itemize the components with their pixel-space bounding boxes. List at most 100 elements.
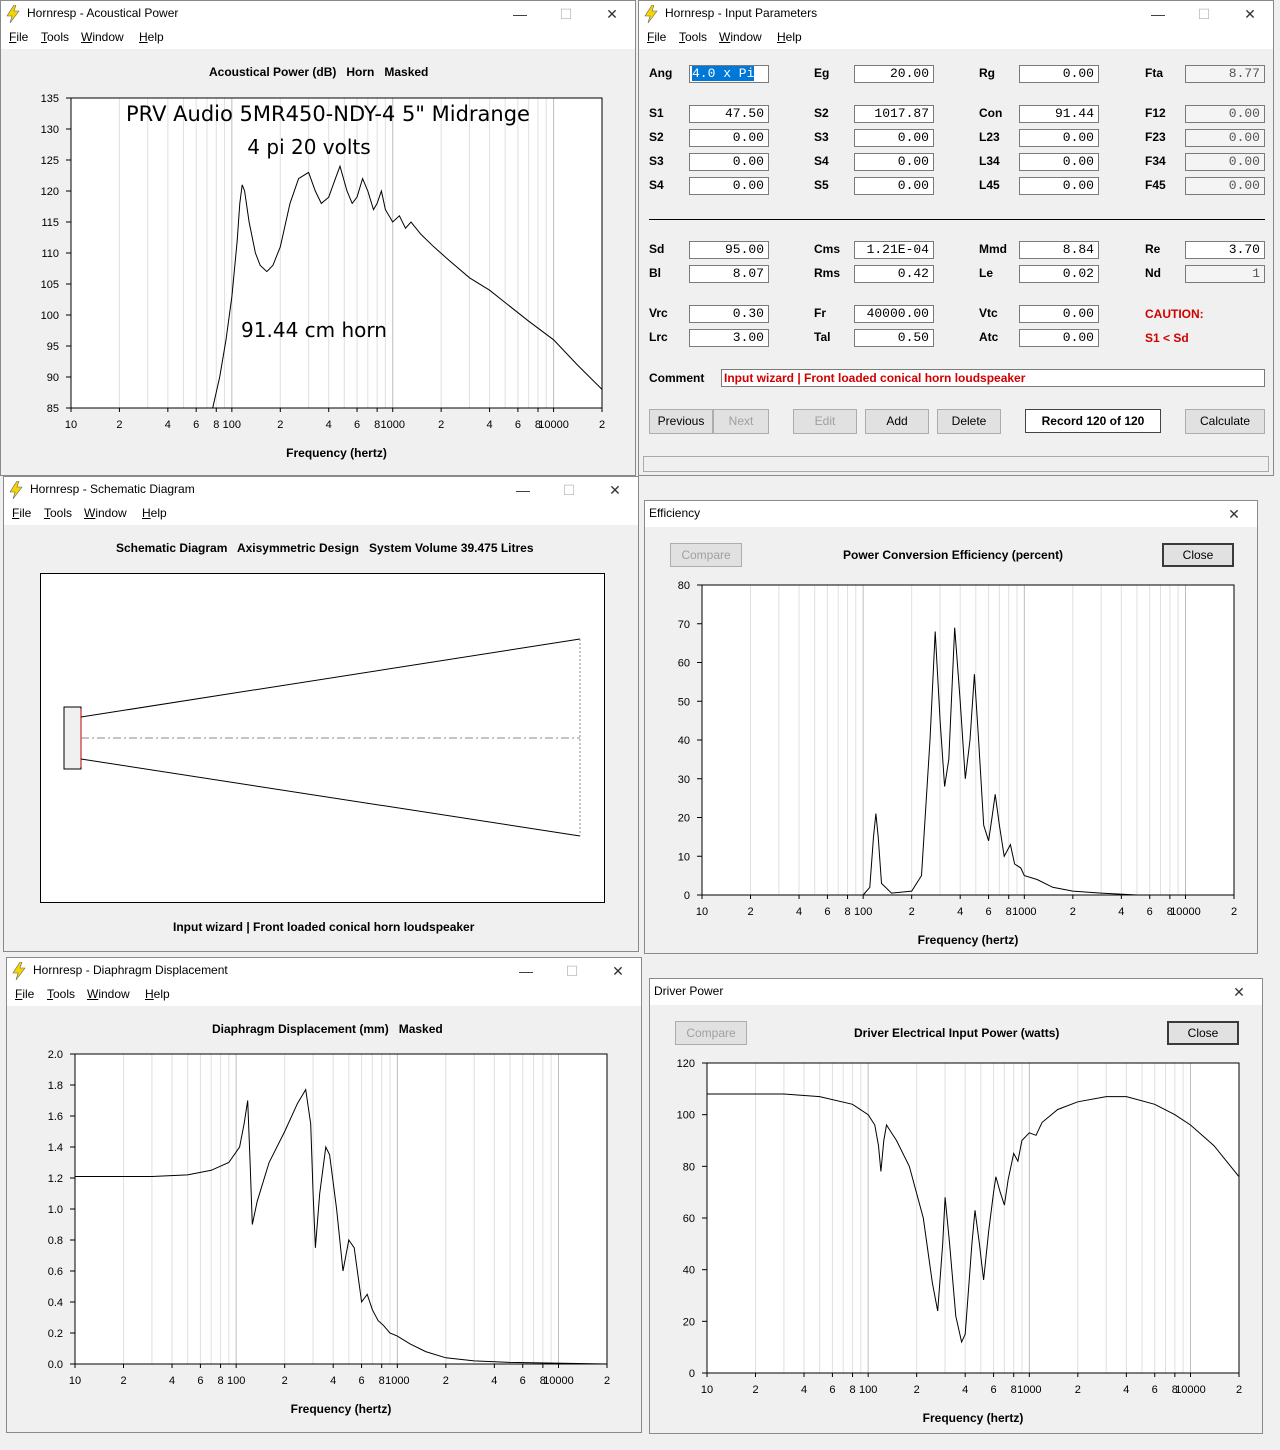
param-field-s4[interactable]: 0.00: [854, 153, 934, 171]
menu-tools[interactable]: Tools: [41, 30, 70, 44]
param-field-s5[interactable]: 0.00: [854, 177, 934, 195]
menu-help[interactable]: Help: [145, 987, 170, 1001]
y-tick-label: 0.6: [48, 1266, 63, 1278]
close-icon[interactable]: ✕: [612, 963, 624, 979]
param-label: S3: [649, 154, 664, 168]
param-label: Cms: [814, 242, 841, 256]
param-field-fr[interactable]: 40000.00: [854, 305, 934, 323]
chart-annotation: 4 pi 20 volts: [247, 135, 370, 159]
param-field-s2[interactable]: 0.00: [689, 129, 769, 147]
param-field-f12[interactable]: 0.00: [1185, 105, 1265, 123]
param-label: Lrc: [649, 330, 668, 344]
menu-window[interactable]: Window: [87, 987, 130, 1001]
close-icon[interactable]: ✕: [606, 6, 618, 22]
param-field-s2[interactable]: 1017.87: [854, 105, 934, 123]
param-field-fta[interactable]: 8.77: [1185, 65, 1265, 83]
menu-help[interactable]: Help: [142, 506, 167, 520]
param-field-s3[interactable]: 0.00: [689, 153, 769, 171]
param-label: S5: [814, 178, 829, 192]
param-field-vtc[interactable]: 0.00: [1019, 305, 1099, 323]
close-icon[interactable]: ✕: [1244, 6, 1256, 22]
menu-file[interactable]: File: [9, 30, 29, 44]
y-tick-label: 1.8: [48, 1080, 63, 1092]
close-icon[interactable]: ✕: [1228, 506, 1240, 522]
x-tick-label: 10: [701, 1384, 713, 1396]
param-label: Mmd: [979, 242, 1007, 256]
param-field-ang[interactable]: 4.0 x Pi: [689, 65, 769, 83]
schematic-titlebar[interactable]: Hornresp - Schematic Diagram — ☐ ✕: [4, 477, 638, 503]
param-field-l45[interactable]: 0.00: [1019, 177, 1099, 195]
x-tick-label: 8: [540, 1375, 546, 1387]
menu-file[interactable]: File: [15, 987, 35, 1001]
menu-help[interactable]: Help: [777, 30, 802, 44]
param-field-eg[interactable]: 20.00: [854, 65, 934, 83]
menu-file[interactable]: File: [647, 30, 667, 44]
param-field-rg[interactable]: 0.00: [1019, 65, 1099, 83]
menu-tools[interactable]: Tools: [679, 30, 708, 44]
menu-window[interactable]: Window: [81, 30, 124, 44]
param-field-tal[interactable]: 0.50: [854, 329, 934, 347]
horn-upper-wall: [80, 638, 581, 718]
minimize-icon[interactable]: —: [516, 482, 530, 498]
menu-window[interactable]: Window: [84, 506, 127, 520]
maximize-icon[interactable]: ☐: [562, 482, 576, 498]
x-tick-label: 2: [914, 1384, 920, 1396]
y-tick-label: 60: [683, 1213, 695, 1225]
close-icon[interactable]: ✕: [1233, 984, 1245, 1000]
maximize-icon[interactable]: ☐: [559, 6, 573, 22]
displacement-titlebar[interactable]: Hornresp - Diaphragm Displacement — ☐ ✕: [7, 958, 641, 984]
param-field-s4[interactable]: 0.00: [689, 177, 769, 195]
maximize-icon[interactable]: ☐: [1197, 6, 1211, 22]
param-field-con[interactable]: 91.44: [1019, 105, 1099, 123]
menu-tools[interactable]: Tools: [44, 506, 73, 520]
param-field-vrc[interactable]: 0.30: [689, 305, 769, 323]
close-button[interactable]: Close: [1162, 543, 1234, 567]
y-tick-label: 2.0: [48, 1049, 63, 1061]
menu-window[interactable]: Window: [719, 30, 762, 44]
minimize-icon[interactable]: —: [1151, 6, 1165, 22]
menu-help[interactable]: Help: [139, 30, 164, 44]
delete-button[interactable]: Delete: [937, 409, 1001, 434]
close-button[interactable]: Close: [1167, 1021, 1239, 1045]
param-field-sd[interactable]: 95.00: [689, 241, 769, 259]
param-field-f45[interactable]: 0.00: [1185, 177, 1265, 195]
param-field-bl[interactable]: 8.07: [689, 265, 769, 283]
param-field-l23[interactable]: 0.00: [1019, 129, 1099, 147]
next-button[interactable]: Next: [713, 409, 769, 434]
add-button[interactable]: Add: [865, 409, 929, 434]
x-axis-label: Frequency (hertz): [923, 1411, 1024, 1425]
hornresp-lightning-icon: [644, 5, 658, 23]
param-field-atc[interactable]: 0.00: [1019, 329, 1099, 347]
param-field-s1[interactable]: 47.50: [689, 105, 769, 123]
param-field-rms[interactable]: 0.42: [854, 265, 934, 283]
param-field-f23[interactable]: 0.00: [1185, 129, 1265, 147]
param-field-re[interactable]: 3.70: [1185, 241, 1265, 259]
param-field-le[interactable]: 0.02: [1019, 265, 1099, 283]
param-field-s3[interactable]: 0.00: [854, 129, 934, 147]
acoustical-power-titlebar[interactable]: Hornresp - Acoustical Power — ☐ ✕: [1, 1, 635, 27]
compare-button[interactable]: Compare: [670, 543, 742, 567]
compare-button[interactable]: Compare: [675, 1021, 747, 1045]
plot-area: [702, 585, 1234, 895]
param-field-cms[interactable]: 1.21E-04: [854, 241, 934, 259]
param-field-lrc[interactable]: 3.00: [689, 329, 769, 347]
minimize-icon[interactable]: —: [513, 6, 527, 22]
menu-tools[interactable]: Tools: [47, 987, 76, 1001]
window-title: Efficiency: [649, 506, 701, 520]
maximize-icon[interactable]: ☐: [565, 963, 579, 979]
menu-file[interactable]: File: [12, 506, 32, 520]
previous-button[interactable]: Previous: [649, 409, 713, 434]
close-icon[interactable]: ✕: [609, 482, 621, 498]
param-field-nd[interactable]: 1: [1185, 265, 1265, 283]
comment-field[interactable]: Input wizard | Front loaded conical horn…: [721, 369, 1265, 387]
edit-button[interactable]: Edit: [793, 409, 857, 434]
calculate-button[interactable]: Calculate: [1185, 409, 1265, 434]
efficiency-titlebar[interactable]: Efficiency ✕: [645, 501, 1257, 527]
input-parameters-titlebar[interactable]: Hornresp - Input Parameters — ☐ ✕: [639, 1, 1273, 27]
param-field-f34[interactable]: 0.00: [1185, 153, 1265, 171]
minimize-icon[interactable]: —: [519, 963, 533, 979]
param-field-mmd[interactable]: 8.84: [1019, 241, 1099, 259]
driver-power-titlebar[interactable]: Driver Power ✕: [650, 979, 1262, 1005]
param-field-l34[interactable]: 0.00: [1019, 153, 1099, 171]
y-tick-label: 1.4: [48, 1142, 63, 1154]
